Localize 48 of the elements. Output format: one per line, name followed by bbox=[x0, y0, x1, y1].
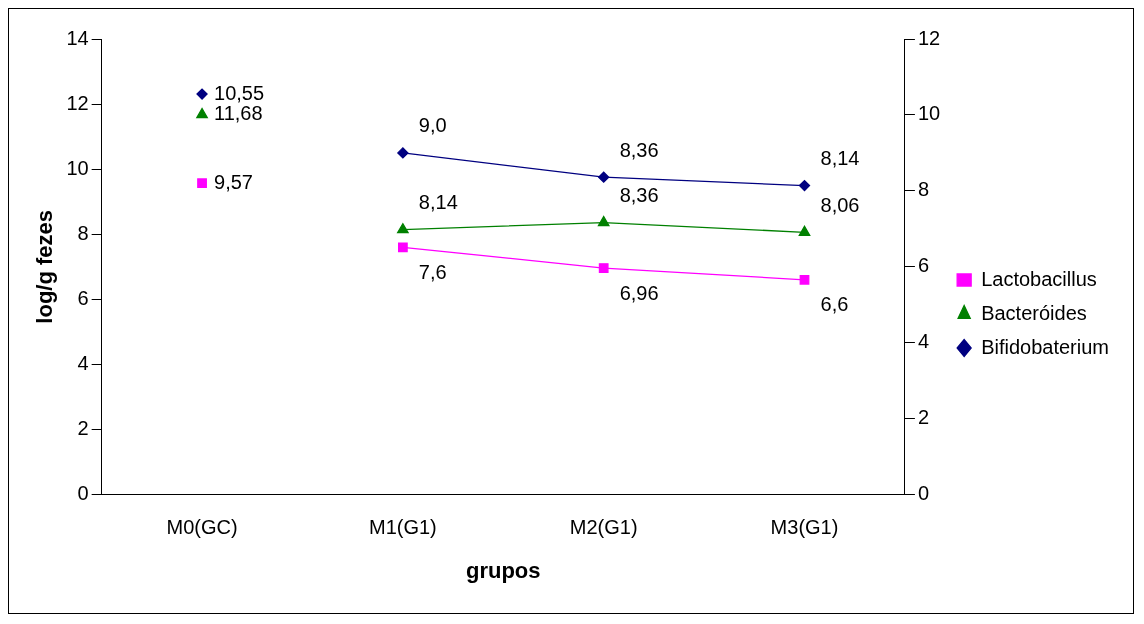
y-tick-label: 14 bbox=[66, 26, 89, 49]
legend-label: Lactobacillus bbox=[981, 267, 1097, 290]
point bbox=[397, 223, 409, 234]
y2-tick-label: 2 bbox=[917, 406, 930, 429]
point bbox=[597, 215, 610, 227]
y-tick-label: 12 bbox=[66, 91, 89, 114]
point bbox=[798, 225, 811, 236]
y2-tick-label: 12 bbox=[917, 26, 941, 49]
data-label: 11,68 bbox=[214, 102, 263, 125]
point bbox=[598, 171, 610, 183]
legend-label: Bifidobaterium bbox=[981, 335, 1109, 358]
point bbox=[197, 178, 207, 189]
x-tick-label: M2(G1) bbox=[569, 516, 638, 539]
y2-tick-label: 4 bbox=[917, 330, 930, 353]
y-tick-label: 0 bbox=[77, 482, 89, 505]
point bbox=[397, 242, 408, 253]
y2-tick-label: 8 bbox=[917, 178, 930, 201]
y2-tick-label: 0 bbox=[917, 482, 930, 505]
y-axis-title: log/g fezes bbox=[32, 209, 58, 324]
point bbox=[397, 147, 409, 159]
legend-label: Bacteróides bbox=[981, 301, 1087, 324]
y2-tick-label: 6 bbox=[917, 254, 930, 277]
data-label: 7,6 bbox=[418, 260, 447, 283]
data-label: 6,96 bbox=[619, 281, 659, 304]
point bbox=[196, 107, 208, 119]
x-tick-label: M3(G1) bbox=[770, 516, 839, 539]
y-tick-label: 10 bbox=[66, 156, 89, 179]
point bbox=[196, 88, 208, 100]
data-label: 8,14 bbox=[418, 191, 458, 214]
y-tick-label: 8 bbox=[77, 221, 89, 244]
y-tick-label: 4 bbox=[77, 351, 89, 374]
data-label: 6,6 bbox=[820, 293, 849, 316]
point bbox=[799, 274, 810, 285]
data-label: 8,36 bbox=[619, 138, 659, 161]
data-label: 8,36 bbox=[619, 184, 659, 207]
data-label: 10,55 bbox=[214, 81, 265, 104]
data-label: 8,14 bbox=[820, 147, 860, 170]
x-axis-title: grupos bbox=[466, 557, 541, 583]
point bbox=[598, 263, 609, 273]
data-label: 9,0 bbox=[418, 114, 447, 137]
y-tick-label: 6 bbox=[77, 286, 89, 309]
data-label: 8,06 bbox=[820, 193, 860, 216]
point bbox=[798, 179, 811, 192]
x-tick-label: M1(G1) bbox=[368, 516, 437, 539]
y2-tick-label: 10 bbox=[917, 102, 941, 125]
data-label: 9,57 bbox=[214, 170, 253, 193]
x-tick-label: M0(GC) bbox=[166, 516, 238, 539]
y-tick-label: 2 bbox=[77, 417, 89, 440]
